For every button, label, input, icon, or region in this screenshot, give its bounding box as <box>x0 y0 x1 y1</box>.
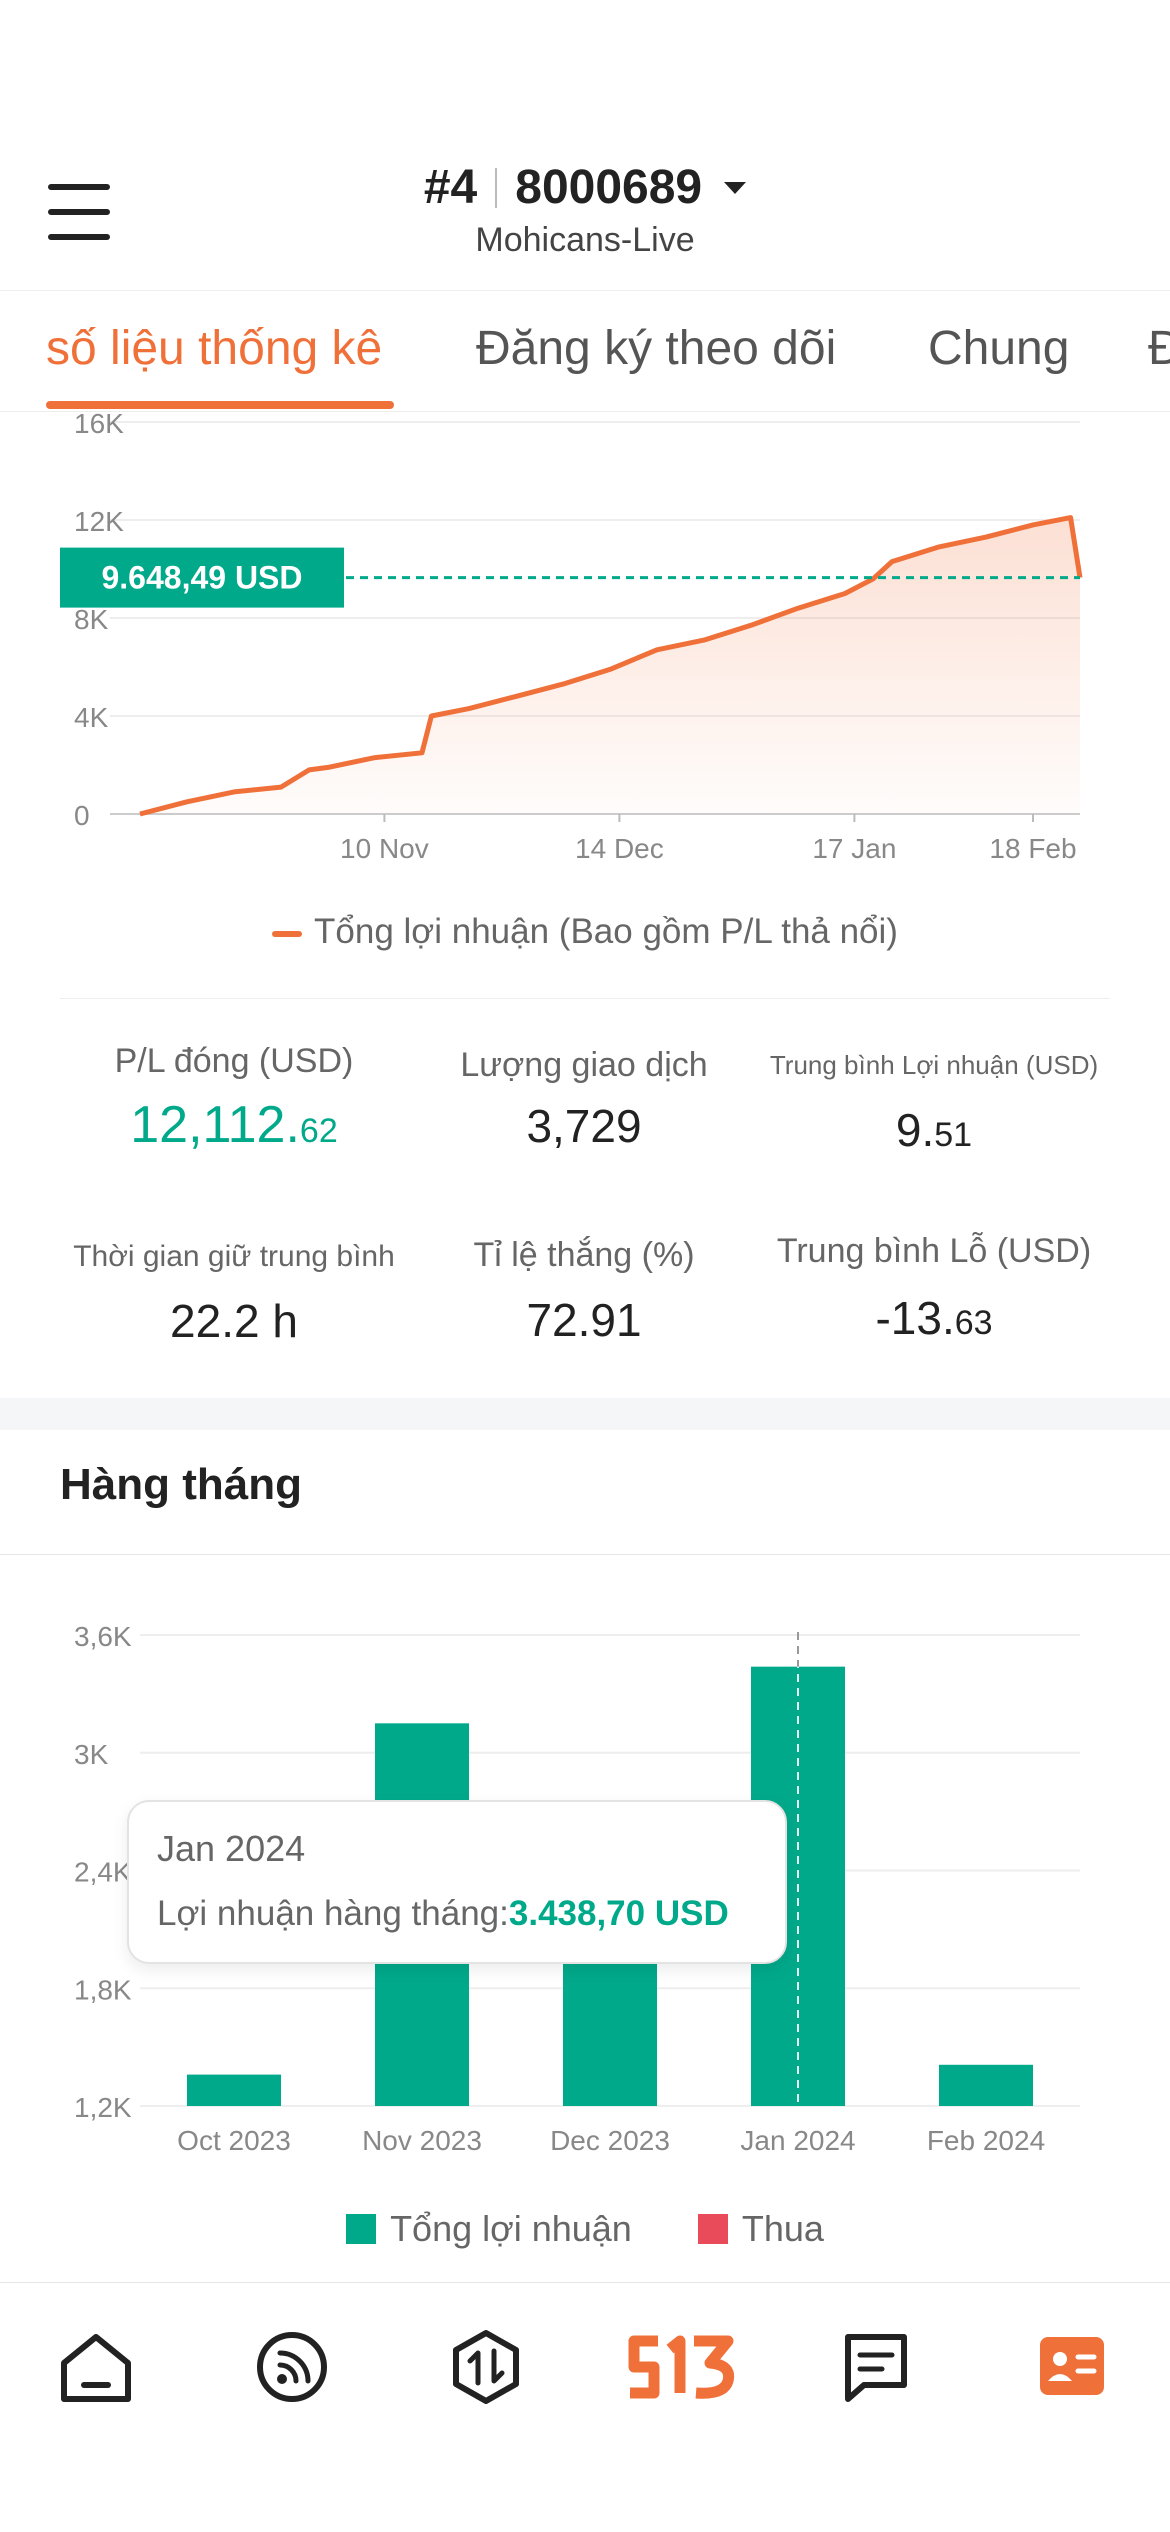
y-tick-label: 0 <box>74 800 90 831</box>
tab-bar: số liệu thống kê Đăng ký theo dõi Chung … <box>0 290 1170 412</box>
monthly-chart-legend: Tổng lợi nhuận Thua <box>0 2208 1170 2253</box>
chart-tooltip: Jan 2024 Lợi nhuận hàng tháng:3.438,70 U… <box>127 1800 787 1964</box>
stat-avg-profit: Trung bình Lợi nhuận (USD) 9.51 <box>754 1050 1114 1157</box>
stat-avg-loss: Trung bình Lỗ (USD) -13.63 <box>754 1232 1114 1345</box>
tooltip-label: Lợi nhuận hàng tháng: <box>157 1894 509 1933</box>
stat-label: P/L đóng (USD) <box>114 1042 354 1080</box>
tab-statistics[interactable]: số liệu thống kê <box>46 322 383 375</box>
stat-label: Lượng giao dịch <box>460 1046 708 1084</box>
tab-subscribe[interactable]: Đăng ký theo dõi <box>476 322 837 375</box>
y-tick-label: 12K <box>74 506 124 537</box>
server-name: Mohicans-Live <box>475 221 695 259</box>
bottom-navigation <box>0 2282 1170 2532</box>
hamburger-menu-icon[interactable] <box>48 184 112 244</box>
stat-label: Thời gian giữ trung bình <box>73 1240 395 1273</box>
stat-avg-hold-time: Thời gian giữ trung bình 22.2 h <box>54 1240 414 1348</box>
tooltip-date: Jan 2024 <box>157 1828 306 1869</box>
legend-item-profit[interactable]: Tổng lợi nhuận <box>346 2208 632 2250</box>
current-value-badge <box>60 547 344 608</box>
stat-value: 3,729 <box>526 1100 642 1152</box>
trade-icon[interactable] <box>446 2327 526 2407</box>
account-rank: #4 <box>423 161 478 214</box>
y-tick-label: 4K <box>74 702 109 733</box>
separator <box>495 167 498 208</box>
y-tick-label: 16K <box>74 412 124 439</box>
active-tab-indicator <box>46 401 394 409</box>
stat-value: 9.51 <box>895 1104 973 1156</box>
messages-icon[interactable] <box>836 2327 916 2407</box>
account-id: 8000689 <box>515 161 703 214</box>
profile-card-icon[interactable] <box>1032 2327 1112 2407</box>
monthly-bar-chart[interactable]: 1,2K 1,8K 2,4K 3K 3,6K Oct 2023 Nov 2023 Dec 20… <box>0 1580 1170 2170</box>
y-tick-label: 3,6K <box>74 1621 132 1652</box>
stat-closed-pl: P/L đóng (USD) 12,112.62 <box>54 1042 414 1155</box>
profit-line <box>139 515 1083 817</box>
y-tick-label: 1,8K <box>74 1974 132 2005</box>
x-tick-label: 18 Feb <box>989 833 1076 864</box>
x-tick-label: 14 Dec <box>575 833 664 864</box>
y-tick-label: 2,4K <box>74 1857 132 1888</box>
stat-win-rate: Tỉ lệ thắng (%) 72.91 <box>404 1236 764 1347</box>
y-tick-label: 3K <box>74 1739 109 1770</box>
app-header: #4 8000689 Mohicans-Live <box>0 0 1170 290</box>
profit-chart-legend[interactable]: Tổng lợi nhuận (Bao gồm P/L thả nổi) <box>0 912 1170 952</box>
stat-label: Trung bình Lỗ (USD) <box>776 1232 1092 1270</box>
x-tick-label: 17 Jan <box>812 833 896 864</box>
signal-feed-icon[interactable] <box>252 2327 332 2407</box>
x-tick-label: Dec 2023 <box>550 2125 670 2156</box>
stat-value: 12,112.62 <box>130 1096 338 1154</box>
divider <box>0 1554 1170 1555</box>
bar <box>187 2074 281 2106</box>
stat-label: Trung bình Lợi nhuận (USD) <box>769 1050 1099 1080</box>
legend-swatch <box>697 2214 728 2244</box>
x-tick-label: Oct 2023 <box>177 2125 291 2156</box>
current-value-label: 9.648,49 USD <box>101 560 302 596</box>
y-tick-label: 1,2K <box>74 2092 132 2123</box>
profit-line-chart[interactable]: 0 4K 8K 12K 16K 10 Nov 14 Dec 17 Jan 18 Feb 9.648… <box>0 412 1170 987</box>
bar <box>939 2064 1033 2106</box>
legend-label: Thua <box>741 2208 824 2249</box>
tooltip-row: Lợi nhuận hàng tháng:3.438,70 USD <box>157 1894 757 1934</box>
tab-general[interactable]: Chung <box>928 322 1070 375</box>
bar <box>563 1949 657 2106</box>
x-tick-label: Nov 2023 <box>362 2125 482 2156</box>
legend-label: Tổng lợi nhuận (Bao gồm P/L thả nổi) <box>314 912 898 951</box>
legend-item-loss[interactable]: Thua <box>697 2208 824 2250</box>
legend-line-swatch <box>272 930 303 937</box>
y-tick-label: 8K <box>74 604 109 635</box>
stat-value: -13.63 <box>875 1292 993 1344</box>
tooltip-value: 3.438,70 USD <box>508 1894 729 1933</box>
stat-value: 72.91 <box>526 1294 642 1346</box>
section-separator <box>0 1398 1170 1430</box>
legend-swatch <box>346 2214 377 2244</box>
x-tick-label: 10 Nov <box>340 833 429 864</box>
stat-value: 22.2 h <box>170 1295 298 1347</box>
caret-down-icon[interactable] <box>724 181 747 194</box>
home-icon[interactable] <box>56 2327 136 2407</box>
tab-more[interactable]: Đ <box>1148 321 1170 376</box>
brand-logo-icon[interactable] <box>624 2327 744 2407</box>
x-tick-label: Jan 2024 <box>740 2125 855 2156</box>
monthly-section-title: Hàng tháng <box>60 1460 302 1509</box>
legend-label: Tổng lợi nhuận <box>390 2208 632 2249</box>
profit-area <box>140 517 1080 814</box>
x-tick-label: Feb 2024 <box>927 2125 1045 2156</box>
stat-trade-volume: Lượng giao dịch 3,729 <box>404 1046 764 1153</box>
divider <box>60 998 1110 999</box>
stat-label: Tỉ lệ thắng (%) <box>473 1236 695 1274</box>
account-selector[interactable]: #4 8000689 Mohicans-Live <box>0 160 1170 260</box>
